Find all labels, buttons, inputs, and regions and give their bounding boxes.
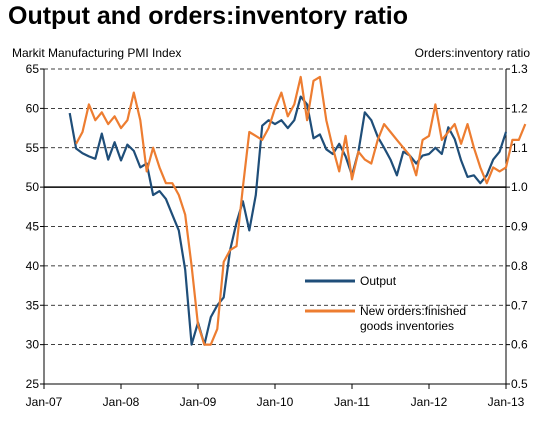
right-tick-label: 0.5	[511, 377, 528, 391]
left-tick-label: 30	[26, 338, 40, 352]
axes: 25 30 35 40 45 50 55 60 65 0.5 0.6 0.7 0.8 0.9 1.0 1.1 1…	[26, 62, 528, 409]
chart-title: Output and orders:inventory ratio	[8, 2, 409, 30]
right-tick-label: 0.8	[511, 259, 528, 273]
legend: Output New orders:finished goods invento…	[305, 274, 469, 333]
right-tick-label: 1.0	[511, 180, 528, 194]
series-line-output	[68, 95, 508, 346]
x-tick-label: Jan-09	[180, 395, 217, 409]
right-tick-label: 1.3	[511, 62, 528, 76]
legend-label-output: Output	[360, 274, 397, 288]
right-tick-label: 0.7	[511, 298, 528, 312]
right-axis-title: Orders:inventory ratio	[415, 46, 531, 60]
left-tick-label: 35	[26, 298, 40, 312]
left-tick-label: 25	[26, 377, 40, 391]
left-tick-label: 50	[26, 180, 40, 194]
right-tick-label: 0.6	[511, 338, 528, 352]
left-tick-label: 55	[26, 141, 40, 155]
right-tick-label: 1.1	[511, 141, 528, 155]
gridlines	[44, 68, 506, 346]
x-tick-label: Jan-13	[488, 395, 525, 409]
series-line-new-orders	[75, 75, 527, 346]
x-tick-label: Jan-10	[257, 395, 294, 409]
right-tick-label: 0.9	[511, 220, 528, 234]
x-tick-label: Jan-12	[411, 395, 448, 409]
series-lines	[68, 75, 527, 346]
x-tick-label: Jan-11	[334, 395, 370, 409]
legend-label-new-orders: New orders:finished goods inventories	[360, 304, 469, 333]
left-tick-label: 45	[26, 220, 40, 234]
left-tick-label: 40	[26, 259, 40, 273]
legend-label-new-orders-line1: New orders:finished	[360, 304, 466, 318]
left-tick-label: 60	[26, 101, 40, 115]
left-tick-label: 65	[26, 62, 40, 76]
left-axis-title: Markit Manufacturing PMI Index	[12, 46, 181, 60]
right-tick-label: 1.2	[511, 101, 528, 115]
x-tick-label: Jan-08	[103, 395, 140, 409]
legend-label-new-orders-line2: goods inventories	[360, 319, 454, 333]
x-tick-label: Jan-07	[26, 395, 63, 409]
